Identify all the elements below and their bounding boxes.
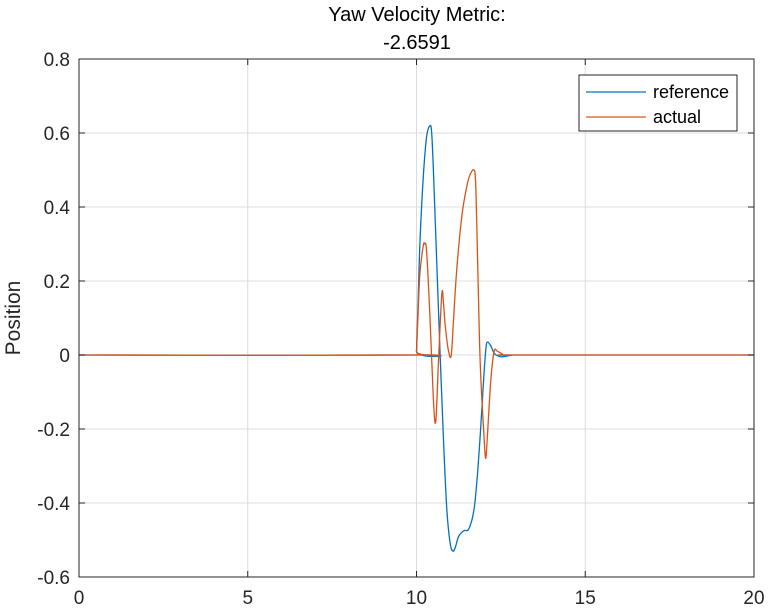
legend-box — [578, 74, 738, 132]
grid — [78, 58, 755, 578]
y-tick-label: 0.8 — [44, 50, 70, 71]
series-line-actual — [78, 169, 754, 460]
ticks: 0 5 10 15 20 -0.6 -0.4 -0.2 0 0.2 0.4 0.6 0.8 — [37, 50, 764, 609]
x-tick-label: 15 — [575, 588, 596, 609]
legend: reference actual — [578, 74, 738, 132]
y-tick-label: 0.6 — [44, 124, 70, 145]
y-tick-label: 0 — [59, 346, 70, 367]
x-tick-label: 10 — [406, 588, 427, 609]
legend-label-reference: reference — [653, 82, 729, 102]
y-tick-label: 0.2 — [44, 272, 70, 293]
series-lines — [78, 124, 755, 552]
y-tick-label: 0.4 — [44, 198, 71, 219]
title-line-1: Yaw Velocity Metric: — [328, 4, 505, 26]
y-tick-label: -0.6 — [37, 568, 70, 589]
x-tick-label: 5 — [242, 588, 253, 609]
y-tick-label: -0.4 — [37, 494, 70, 515]
legend-label-actual: actual — [653, 107, 701, 127]
series-line-reference — [78, 124, 755, 552]
y-tick-label: -0.2 — [37, 420, 70, 441]
y-axis-label: Position — [2, 281, 25, 356]
title-line-2: -2.6591 — [383, 32, 451, 54]
x-tick-label: 0 — [74, 588, 85, 609]
x-tick-label: 20 — [743, 588, 764, 609]
chart-title: Yaw Velocity Metric: -2.6591 — [328, 4, 505, 54]
